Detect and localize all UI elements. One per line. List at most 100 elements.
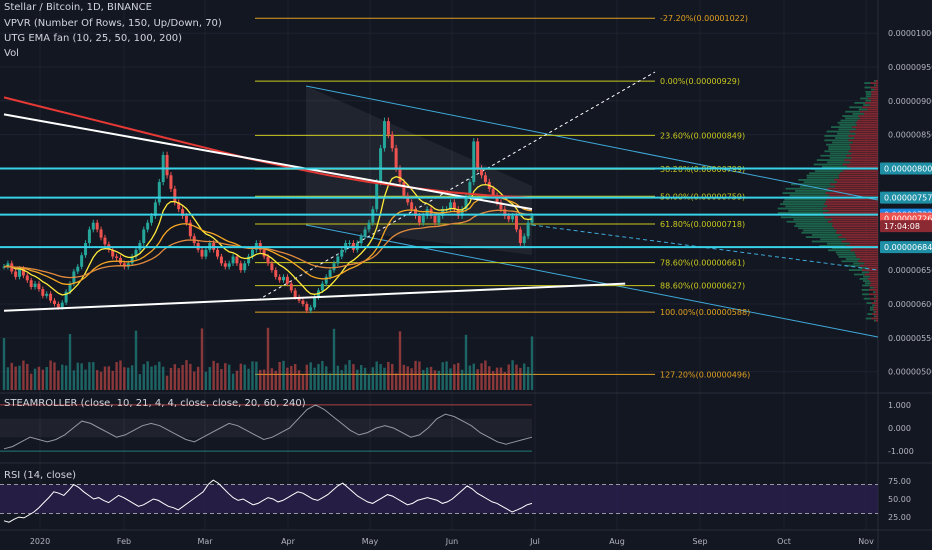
rsi-band (0, 484, 878, 514)
vpvr-down-31 (850, 148, 878, 150)
vpvr-down-35 (851, 157, 878, 159)
vpvr-up-75 (819, 245, 846, 247)
candle-body-61 (239, 263, 243, 271)
volume-bar-70 (274, 370, 277, 390)
volume-bar-26 (103, 366, 107, 390)
vpvr-up-91 (862, 280, 870, 282)
candle-body-58 (227, 263, 231, 267)
legend-vol[interactable]: Vol (4, 48, 19, 59)
fib-label-0: -27.20%(0.00001022) (660, 14, 748, 23)
volume-bar-32 (127, 367, 130, 390)
volume-bar-40 (158, 361, 161, 390)
legend-main[interactable]: Stellar / Bitcoin, 1D, BINANCE (4, 2, 152, 13)
volume-bar-16 (64, 365, 68, 390)
candle-body-133 (518, 229, 522, 244)
vpvr-up-98 (874, 295, 876, 298)
candle-body-104 (406, 195, 410, 203)
vpvr-down-94 (873, 286, 878, 289)
vpvr-up-37 (827, 161, 851, 164)
candle-body-78 (305, 303, 309, 311)
candle-body-82 (320, 283, 324, 291)
volume-bar-69 (270, 368, 274, 390)
candle-body-52 (204, 249, 208, 257)
volume-bar-123 (480, 363, 483, 390)
volume-bar-33 (130, 365, 134, 390)
fib-label-6: 78.60%(0.00000661) (660, 259, 745, 268)
ema-fan (3, 96, 533, 296)
x-tick-2: Mar (197, 537, 213, 546)
candle-body-12 (49, 293, 53, 301)
vpvr-down-70 (841, 234, 878, 236)
volume-bar-18 (72, 370, 76, 390)
vpvr-down-49 (827, 187, 878, 190)
vpvr-down-55 (825, 201, 878, 203)
volume-bar-38 (150, 366, 153, 390)
volume-bar-56 (220, 369, 223, 390)
vpvr-down-99 (870, 297, 878, 300)
vpvr-up-50 (795, 190, 833, 192)
candle-body-17 (68, 283, 72, 292)
candle-body-119 (464, 195, 468, 210)
price-badge-label-3: 0.00000726 (884, 215, 932, 224)
vpvr-up-21 (831, 126, 853, 128)
volume-bar-133 (519, 367, 522, 390)
candle-body-9 (37, 283, 41, 290)
vpvr-down-13 (867, 108, 878, 111)
volume-bar-44 (173, 364, 177, 390)
vpvr-down-58 (822, 207, 878, 210)
vpvr-up-11 (863, 104, 870, 106)
vpvr-up-60 (777, 212, 823, 214)
volume-bar-46 (181, 364, 184, 390)
x-tick-8: Sep (692, 537, 707, 546)
price-badge-bg-5 (880, 241, 932, 254)
steam-line (3, 404, 533, 450)
volume-bar-50 (196, 366, 200, 390)
vpvr-up-77 (828, 249, 851, 252)
volume-bar-71 (278, 361, 281, 390)
vpvr-up-80 (838, 256, 857, 258)
volume-bar-55 (216, 363, 219, 390)
vpvr-up-3 (864, 86, 871, 89)
vpvr-down-29 (849, 143, 878, 146)
vpvr-down-0 (875, 80, 878, 82)
volume-bar-61 (239, 363, 243, 390)
vpvr-down-44 (838, 176, 878, 179)
vpvr-up-72 (820, 238, 847, 241)
vpvr-up-79 (837, 253, 856, 256)
vpvr-down-56 (824, 203, 878, 205)
candle-body-45 (177, 202, 181, 210)
legend-vpvr[interactable]: VPVR (Number Of Rows, 150, Up/Down, 70) (4, 18, 222, 29)
legend-steamroller[interactable]: STEAMROLLER (close, 10, 21, 4, 4, close,… (4, 398, 306, 409)
volume-bar-10 (41, 369, 45, 390)
vpvr-up-24 (837, 132, 856, 135)
vpvr-up-16 (842, 115, 859, 117)
candle-body-38 (150, 215, 154, 223)
volume-bar-94 (367, 374, 371, 390)
legend-ema[interactable]: UTG EMA fan (10, 25, 50, 100, 200) (4, 33, 183, 44)
volume-bar-51 (200, 328, 204, 390)
vpvr-down-75 (845, 245, 878, 247)
volume-bar-25 (99, 371, 103, 390)
vpvr-down-64 (827, 220, 878, 223)
vpvr-down-34 (846, 154, 878, 157)
vpvr-down-108 (871, 317, 878, 320)
price-badge-bg-1 (880, 191, 932, 204)
ema-200-line (3, 96, 533, 199)
vpvr-up-30 (828, 146, 851, 148)
vpvr-up-96 (873, 291, 876, 293)
candle-body-64 (250, 249, 254, 257)
vpvr-up-59 (788, 209, 829, 212)
vpvr-down-50 (832, 190, 878, 192)
candle-body-73 (285, 276, 289, 284)
vpvr-down-98 (875, 295, 878, 298)
vpvr-down-88 (864, 273, 878, 276)
legend-rsi[interactable]: RSI (14, close) (4, 470, 77, 481)
vpvr-up-82 (841, 260, 858, 263)
vpvr-down-72 (846, 238, 878, 241)
volume-bar-124 (484, 360, 487, 390)
vpvr-up-19 (837, 121, 856, 124)
candle-body-42 (165, 154, 169, 176)
trendline-1 (3, 282, 626, 312)
volume-bar-77 (301, 374, 305, 390)
